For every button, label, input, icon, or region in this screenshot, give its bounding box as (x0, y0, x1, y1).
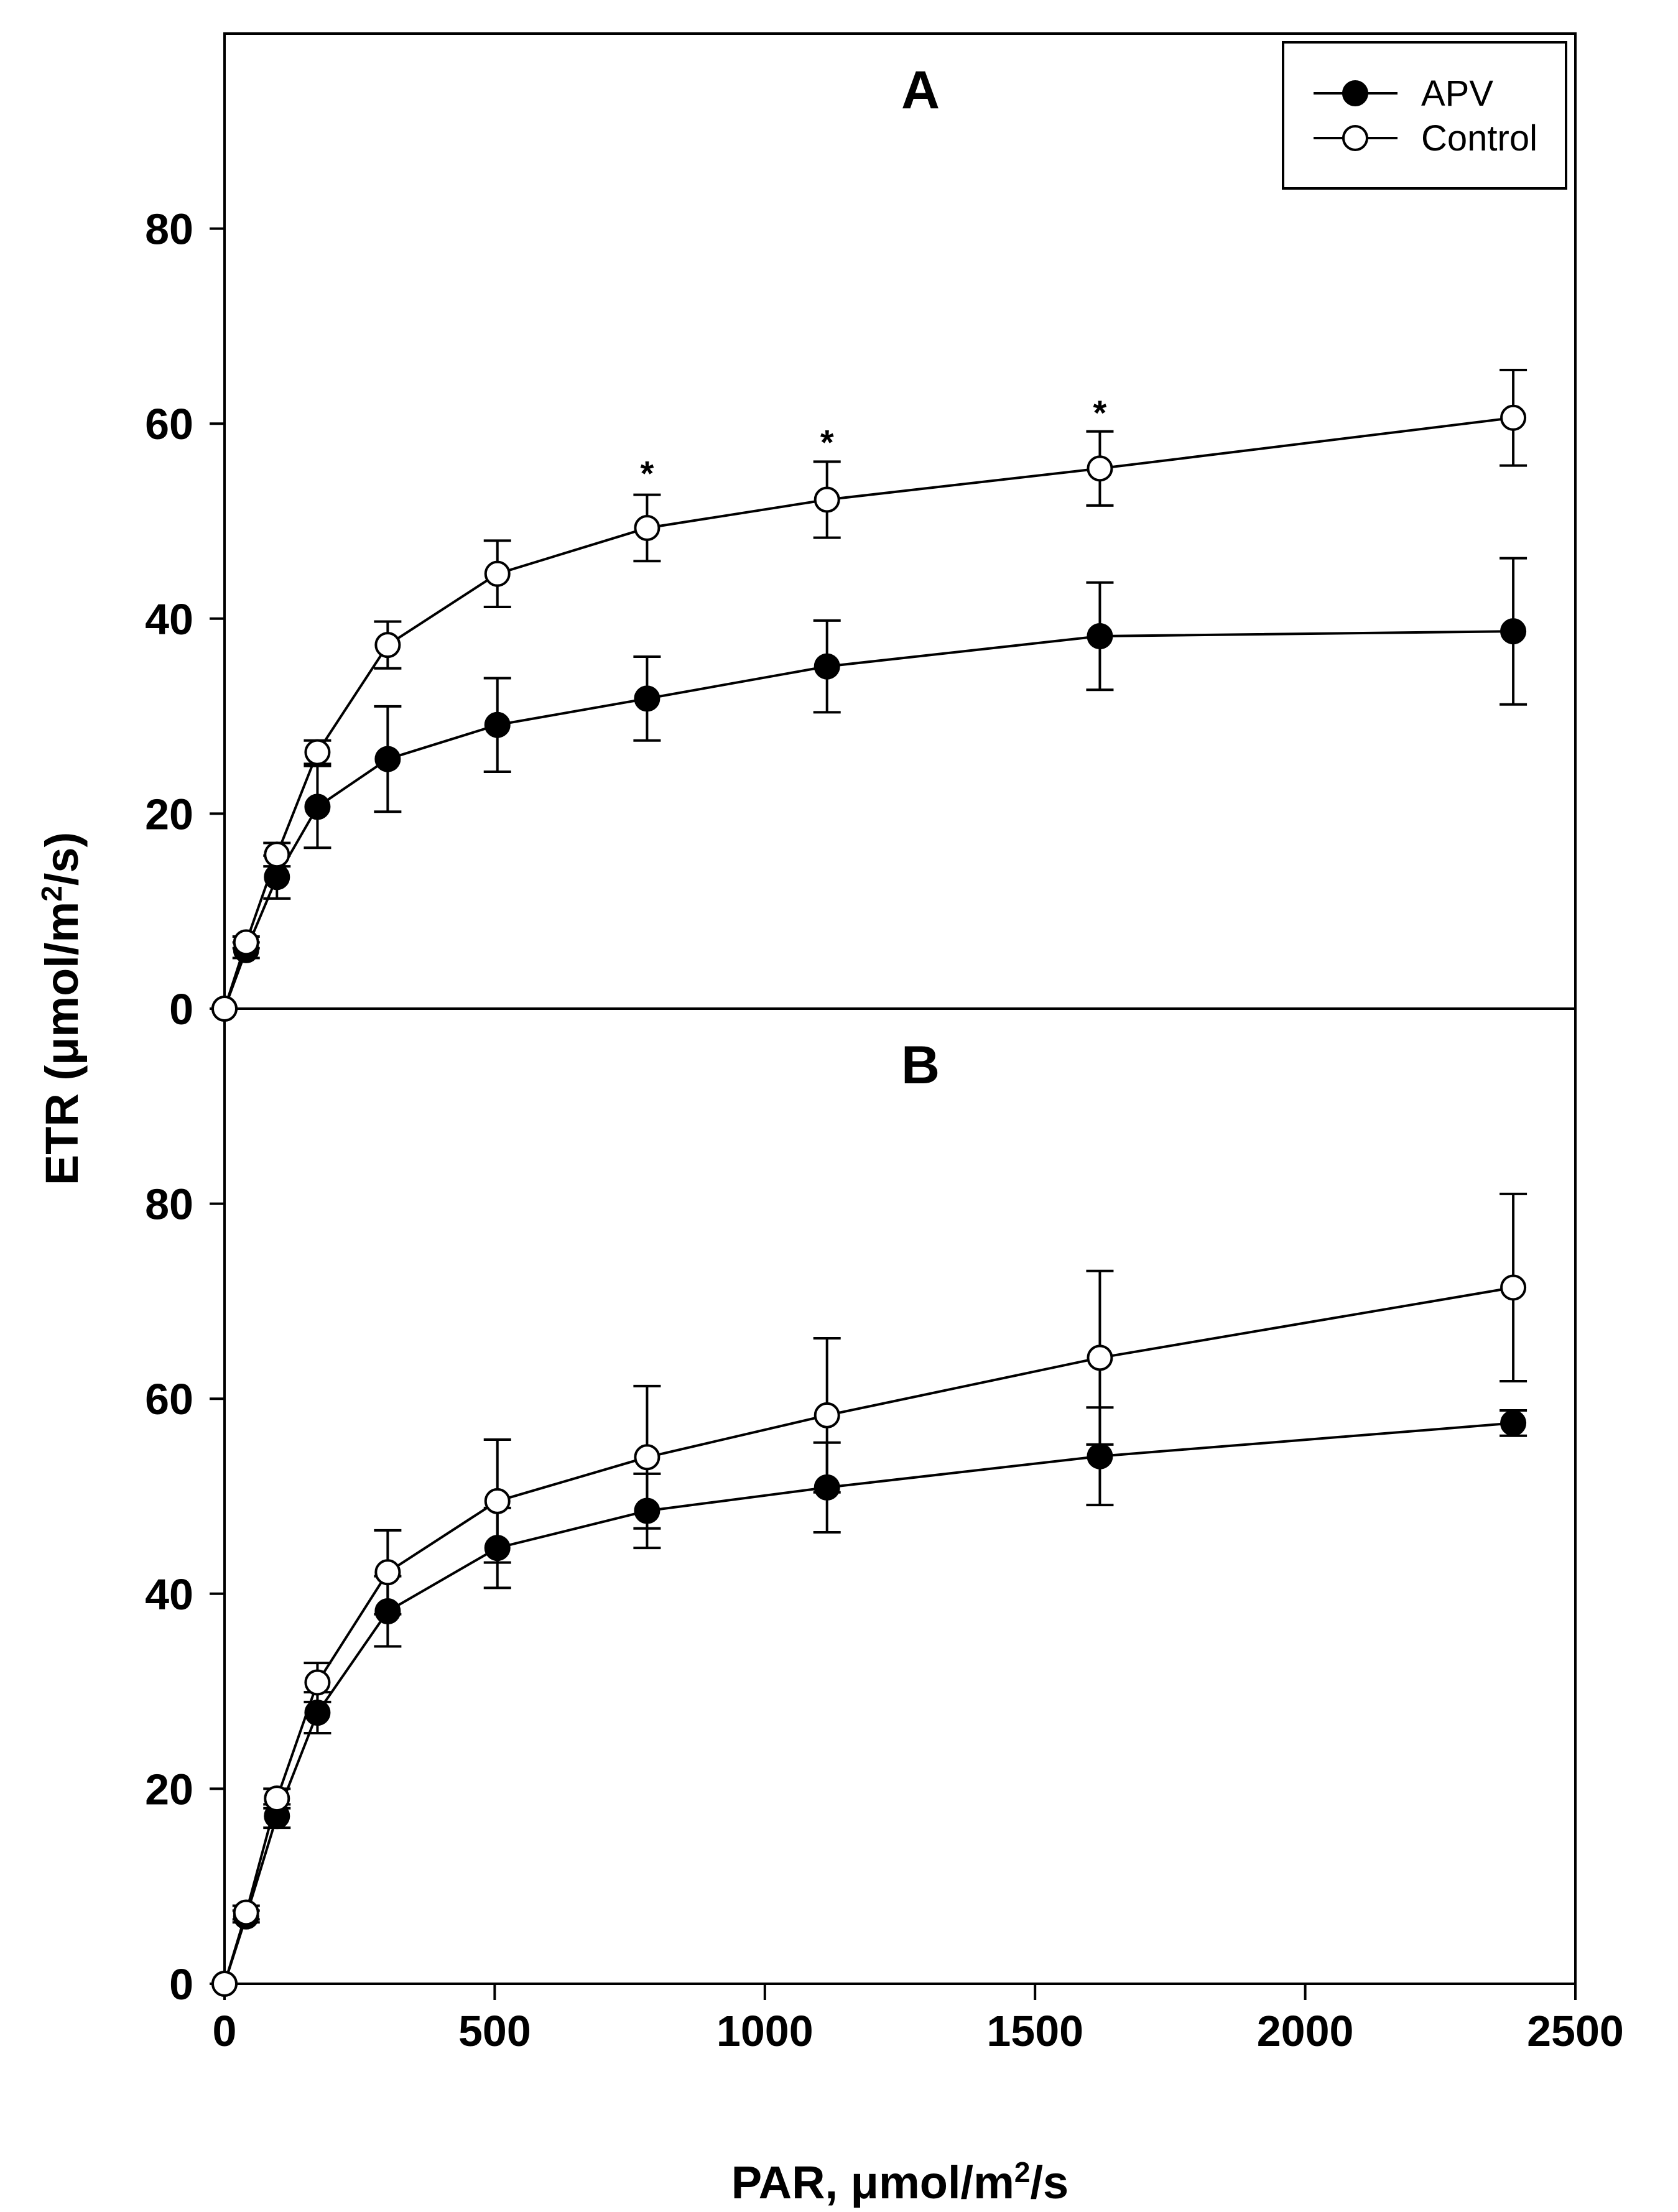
data-point-control (233, 1899, 259, 1926)
data-point-control (304, 739, 331, 766)
data-point-apv (484, 1535, 511, 1562)
data-point-apv (1500, 618, 1527, 645)
x-tick-label: 1000 (716, 2007, 814, 2055)
data-point-control (1500, 1274, 1527, 1301)
series-line-control (223, 416, 1514, 1009)
x-axis-title: PAR, μmol/m2/s (731, 2156, 1068, 2208)
significance-mark: * (820, 422, 834, 461)
data-point-control (814, 486, 840, 513)
data-point-apv (814, 653, 840, 680)
data-point-apv (1087, 1443, 1113, 1469)
data-point-control (634, 514, 661, 541)
data-point-control (814, 1402, 840, 1428)
data-point-apv (304, 1700, 331, 1726)
data-point-control (211, 996, 238, 1022)
annotations: * * * (641, 393, 1107, 493)
data-point-apv (1500, 1410, 1527, 1437)
y-tick-label: 80 (145, 205, 193, 254)
legend: APV Control (1282, 41, 1567, 190)
panel-b-frame (223, 1007, 1577, 1985)
y-axis-title: ETR (μmol/m2/s) (35, 832, 88, 1185)
series-line-apv (223, 1422, 1514, 1984)
data-point-control (264, 841, 290, 868)
data-point-apv (304, 794, 331, 820)
series-lines (223, 416, 1514, 1984)
data-point-control (211, 1971, 238, 1997)
data-point-apv (814, 1474, 840, 1501)
panel-b-label: B (901, 1035, 940, 1095)
data-point-apv (264, 864, 290, 891)
y-tick-label: 20 (145, 790, 193, 838)
data-point-control (374, 1559, 401, 1586)
legend-label-apv: APV (1421, 73, 1493, 114)
y-tick-label: 40 (145, 595, 193, 644)
legend-marker-control (1342, 125, 1368, 151)
y-tick-label: 0 (169, 985, 193, 1034)
y-tick-label: 60 (145, 400, 193, 448)
data-point-control (1087, 455, 1113, 482)
data-point-apv (1087, 623, 1113, 650)
data-point-control (304, 1669, 331, 1696)
significance-mark: * (1093, 393, 1107, 432)
y-tick-label: 20 (145, 1765, 193, 1813)
data-point-control (1087, 1344, 1113, 1371)
x-tick-label: 1500 (986, 2007, 1083, 2055)
legend-label-control: Control (1421, 118, 1537, 159)
axes-layer: 0 500 1000 1500 2000 2500 0 20 40 60 80 0 20 40 60 80 (145, 205, 1624, 2055)
data-point-apv (484, 711, 511, 738)
data-point-apv (634, 1497, 661, 1524)
legend-marker-apv (1342, 80, 1368, 106)
significance-mark: * (641, 453, 654, 493)
x-tick-label: 0 (213, 2007, 237, 2055)
series-line-apv (223, 630, 1514, 1009)
y-tick-label: 0 (169, 1960, 193, 2009)
data-point-control (233, 929, 259, 956)
data-point-control (634, 1444, 661, 1471)
data-point-control (374, 632, 401, 659)
x-tick-label: 500 (458, 2007, 531, 2055)
data-point-apv (374, 746, 401, 772)
panel-a-label: A (901, 60, 940, 120)
series-line-control (223, 1286, 1514, 1984)
series-markers (211, 404, 1527, 1997)
x-tick-label: 2000 (1257, 2007, 1354, 2055)
data-point-apv (634, 685, 661, 712)
legend-box (1282, 41, 1567, 190)
y-tick-label: 40 (145, 1570, 193, 1619)
data-point-control (484, 560, 511, 587)
data-point-control (264, 1785, 290, 1812)
data-point-apv (374, 1598, 401, 1625)
y-tick-label: 80 (145, 1180, 193, 1229)
y-tick-label: 60 (145, 1375, 193, 1423)
data-point-control (484, 1488, 511, 1514)
x-tick-label: 2500 (1527, 2007, 1624, 2055)
data-point-control (1500, 404, 1527, 431)
